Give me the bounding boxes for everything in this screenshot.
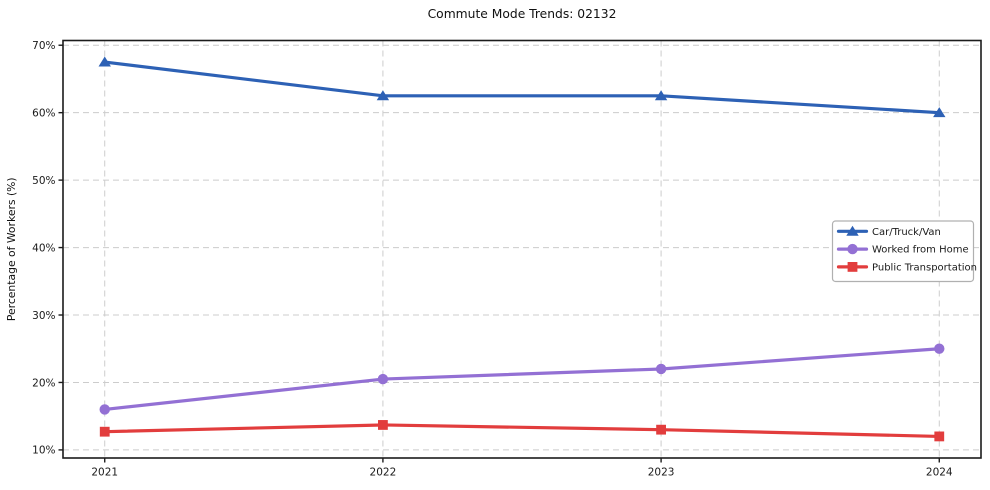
legend-item-worked-from-home: Worked from Home	[836, 243, 969, 256]
x-tick-label: 2022	[370, 467, 397, 479]
y-tick-label: 30%	[32, 310, 55, 322]
y-tick-label: 70%	[32, 40, 55, 52]
data-point-marker	[847, 243, 858, 255]
legend-label: Worked from Home	[872, 245, 969, 256]
data-point-marker	[99, 404, 110, 415]
data-point-marker	[655, 363, 667, 375]
data-point-marker	[934, 343, 945, 354]
y-tick-label: 40%	[32, 242, 55, 254]
y-tick-label: 20%	[32, 377, 55, 389]
data-point-marker	[654, 90, 668, 101]
data-point-marker	[99, 426, 110, 437]
tick-marks	[58, 44, 940, 463]
data-point-marker	[934, 431, 945, 442]
data-point-marker	[847, 262, 858, 272]
series-worked-from-home	[99, 343, 945, 415]
y-tick-label: 10%	[32, 445, 55, 457]
series-car-truck-van	[98, 56, 946, 118]
legend-label: Car/Truck/Van	[872, 227, 941, 238]
y-tick-label: 60%	[32, 107, 55, 119]
x-tick-label: 2024	[926, 467, 953, 479]
data-point-marker	[98, 56, 111, 67]
legend-item-car-truck-van: Car/Truck/Van	[836, 225, 941, 238]
legend: Car/Truck/Van Worked from Home Public Tran…	[831, 220, 977, 283]
series-line	[103, 347, 941, 412]
data-point-marker	[933, 107, 946, 118]
series-line	[103, 60, 941, 115]
data-point-marker	[846, 225, 859, 236]
y-tick-labels: 10% 20% 30% 40% 50% 60% 70%	[32, 40, 55, 457]
legend-item-public-transportation: Public Transportation	[836, 262, 977, 274]
x-tick-label: 2023	[648, 467, 675, 479]
gridlines	[63, 40, 981, 458]
x-tick-labels: 2021 2022 2023 2024	[91, 467, 953, 479]
legend-label: Public Transportation	[872, 263, 977, 274]
series-public-transportation	[99, 420, 945, 442]
x-tick-label: 2021	[91, 467, 118, 479]
y-axis-label: Percentage of Workers (%)	[5, 177, 18, 321]
chart-title: Commute Mode Trends: 02132	[427, 7, 617, 21]
data-point-marker	[376, 90, 390, 101]
series-line	[103, 423, 941, 439]
data-point-marker	[378, 420, 388, 430]
data-point-marker	[377, 373, 389, 385]
data-point-marker	[656, 424, 666, 435]
y-tick-label: 50%	[32, 175, 55, 187]
plot-border	[62, 39, 982, 459]
